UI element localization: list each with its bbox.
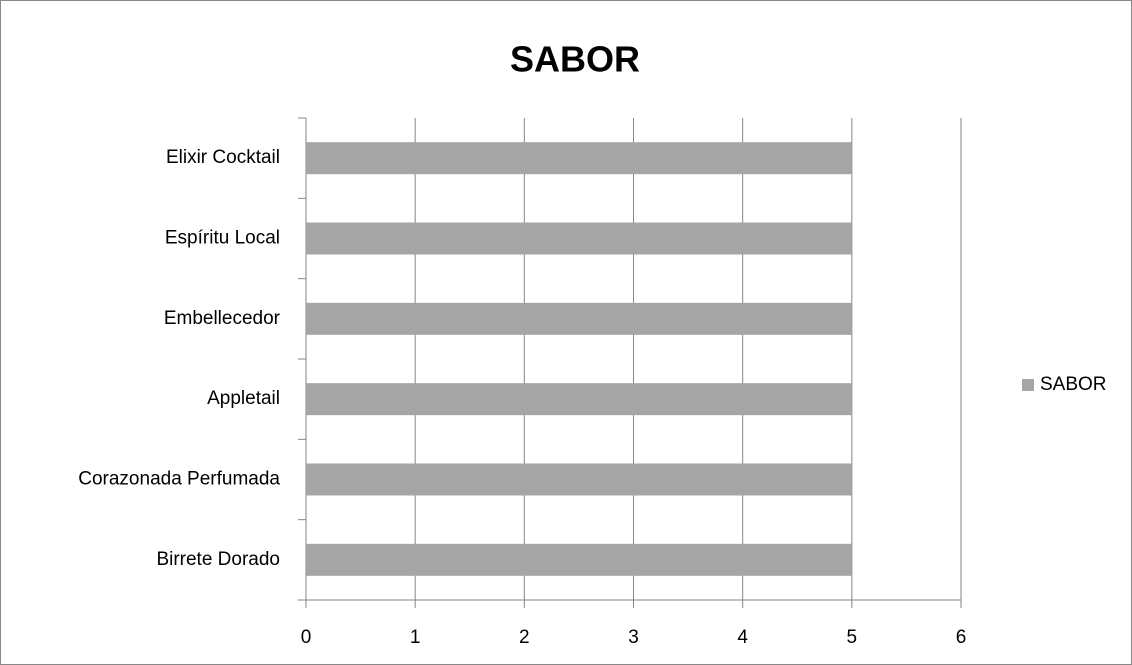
bar bbox=[306, 543, 852, 576]
bar bbox=[306, 463, 852, 496]
x-tick-label: 6 bbox=[956, 627, 967, 648]
chart-title: SABOR bbox=[510, 39, 640, 80]
y-tick-label: Elixir Cocktail bbox=[166, 147, 280, 168]
bar bbox=[306, 383, 852, 416]
y-tick-label: Birrete Dorado bbox=[156, 549, 280, 570]
x-tick-label: 4 bbox=[737, 627, 748, 648]
bar bbox=[306, 302, 852, 335]
y-tick-label: Corazonada Perfumada bbox=[78, 469, 280, 490]
y-tick-label: Espíritu Local bbox=[165, 228, 280, 249]
bar bbox=[306, 142, 852, 175]
x-tick-label: 2 bbox=[519, 627, 530, 648]
legend-label: SABOR bbox=[1040, 374, 1107, 395]
y-tick-label: Appletail bbox=[207, 388, 280, 409]
bar bbox=[306, 222, 852, 255]
x-tick-label: 1 bbox=[410, 627, 421, 648]
x-tick-label: 3 bbox=[628, 627, 639, 648]
x-tick-label: 5 bbox=[847, 627, 858, 648]
x-tick-label: 0 bbox=[301, 627, 312, 648]
legend-swatch bbox=[1022, 379, 1034, 391]
y-tick-label: Embellecedor bbox=[164, 308, 281, 329]
